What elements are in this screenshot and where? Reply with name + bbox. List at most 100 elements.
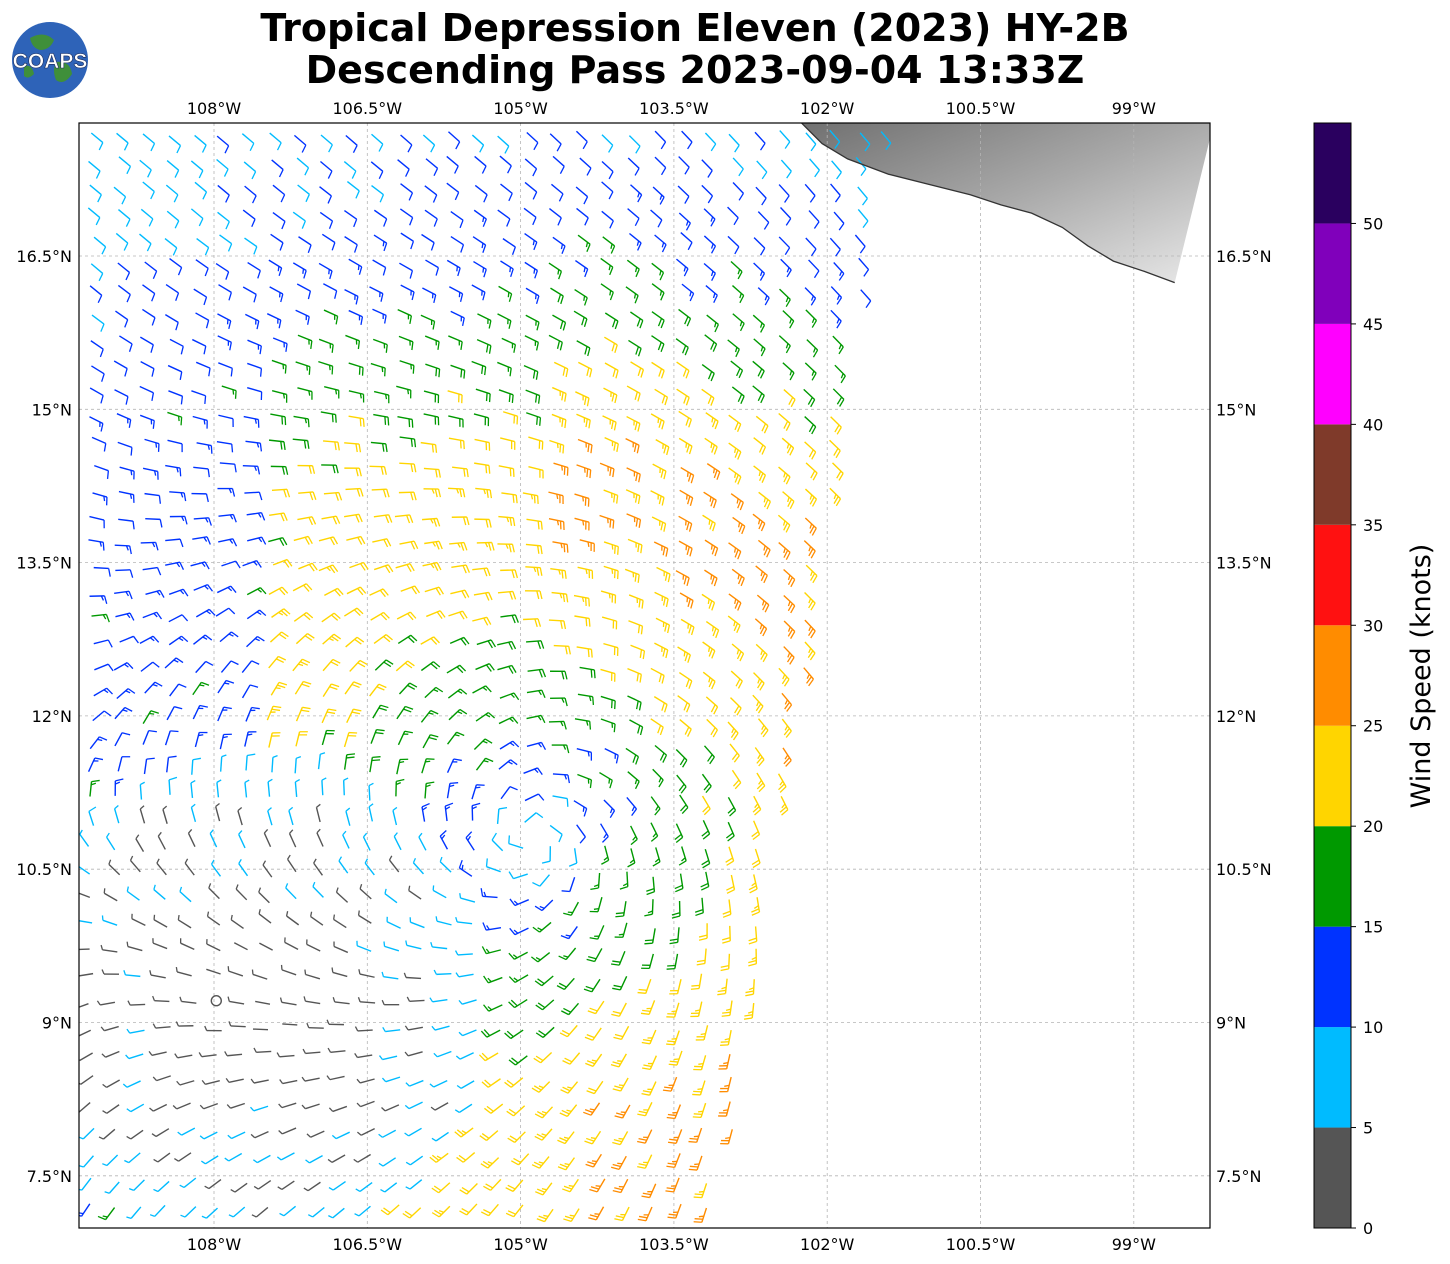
wind-barb xyxy=(298,562,318,572)
wind-barb xyxy=(293,134,307,153)
wind-barb xyxy=(701,848,711,869)
wind-barb xyxy=(753,262,766,281)
wind-barb xyxy=(250,1078,269,1084)
wind-barb xyxy=(511,1153,530,1166)
wind-barb xyxy=(508,974,529,984)
wind-barb xyxy=(169,683,187,697)
wind-barb xyxy=(752,694,764,714)
wind-barb xyxy=(678,410,692,428)
wind-barb xyxy=(397,730,413,746)
lat-tick-label-right: 13.5°N xyxy=(1216,554,1272,573)
wind-barb xyxy=(168,635,189,646)
wind-barb xyxy=(667,1203,682,1219)
wind-barb xyxy=(118,490,135,503)
wind-barb xyxy=(117,441,133,456)
wind-barb xyxy=(294,680,312,695)
wind-barb xyxy=(704,334,718,352)
wind-barb xyxy=(191,338,207,355)
wind-barb xyxy=(412,857,424,875)
wind-barb xyxy=(705,696,719,715)
wind-barb xyxy=(730,360,744,379)
wind-barb xyxy=(474,155,487,174)
wind-barb xyxy=(646,876,656,896)
wind-barb xyxy=(654,591,669,608)
wind-barb xyxy=(422,734,439,749)
wind-barb xyxy=(450,310,465,327)
wind-barb xyxy=(397,308,412,325)
wind-barb xyxy=(860,289,872,309)
wind-barb xyxy=(94,464,110,479)
wind-barb xyxy=(695,1025,709,1041)
wind-barb xyxy=(89,184,102,203)
wind-barb xyxy=(752,314,766,333)
coaps-logo: COAPS xyxy=(12,22,88,98)
wind-barb xyxy=(694,897,704,917)
wind-barb xyxy=(272,558,293,568)
wind-barb xyxy=(579,666,596,679)
wind-barb xyxy=(629,232,642,251)
wind-barb xyxy=(731,769,742,790)
wind-barb xyxy=(270,465,289,475)
wind-barb xyxy=(656,566,671,583)
wind-barb xyxy=(430,1102,449,1111)
wind-barb xyxy=(748,948,758,967)
wind-barb xyxy=(701,159,713,178)
wind-barb xyxy=(508,1055,528,1066)
wind-barb xyxy=(641,1081,657,1096)
wind-barb xyxy=(626,797,638,816)
wind-barb xyxy=(144,681,163,694)
wind-barb xyxy=(292,262,307,279)
coastline xyxy=(801,123,1175,284)
wind-barb xyxy=(703,745,715,765)
wind-barb xyxy=(601,181,614,200)
wind-barb xyxy=(317,752,326,770)
wind-barb xyxy=(449,541,468,551)
wind-barb xyxy=(373,634,393,645)
wind-barb xyxy=(676,388,690,406)
wind-barb xyxy=(167,411,183,426)
wind-barb xyxy=(627,667,642,683)
wind-barb xyxy=(675,338,689,356)
wind-barb xyxy=(117,756,131,772)
wind-barb xyxy=(575,391,590,407)
wind-barb xyxy=(322,633,342,645)
wind-barb xyxy=(534,975,554,987)
wind-barb xyxy=(369,286,384,302)
wind-barb xyxy=(297,516,317,526)
land-terrain xyxy=(801,123,1210,283)
wind-barb xyxy=(678,308,692,327)
wind-barb xyxy=(190,208,204,227)
wind-barb xyxy=(655,439,670,456)
wind-barb xyxy=(745,979,755,997)
wind-barb xyxy=(476,338,492,354)
wind-barb xyxy=(318,564,339,574)
wind-barb xyxy=(395,562,415,572)
wind-barb xyxy=(168,776,178,795)
wind-barb xyxy=(318,338,334,353)
wind-barb xyxy=(803,540,816,559)
wind-barb xyxy=(451,516,470,526)
lon-tick-label-bottom: 99°W xyxy=(1112,1235,1156,1254)
wind-barb xyxy=(778,466,791,485)
wind-barb xyxy=(610,1053,627,1068)
wind-barb xyxy=(730,261,743,280)
wind-barb xyxy=(285,883,297,900)
wind-barb xyxy=(216,135,230,154)
wind-barb xyxy=(678,540,693,557)
wind-barb xyxy=(422,517,441,527)
wind-barb xyxy=(425,259,440,276)
wind-barb xyxy=(244,779,250,798)
lat-tick-label-right: 10.5°N xyxy=(1216,860,1272,879)
wind-barb xyxy=(135,834,145,853)
wind-barb xyxy=(604,437,619,453)
wind-barb xyxy=(144,438,160,452)
wind-barb xyxy=(193,583,214,592)
wind-barb xyxy=(145,589,165,598)
lat-tick-label-left: 16.5°N xyxy=(16,247,72,266)
wind-barb xyxy=(227,996,245,1005)
wind-barb xyxy=(777,773,787,793)
wind-barb xyxy=(625,489,641,505)
wind-barb xyxy=(408,885,422,900)
wind-barb xyxy=(320,134,333,153)
wind-barb xyxy=(318,262,333,280)
